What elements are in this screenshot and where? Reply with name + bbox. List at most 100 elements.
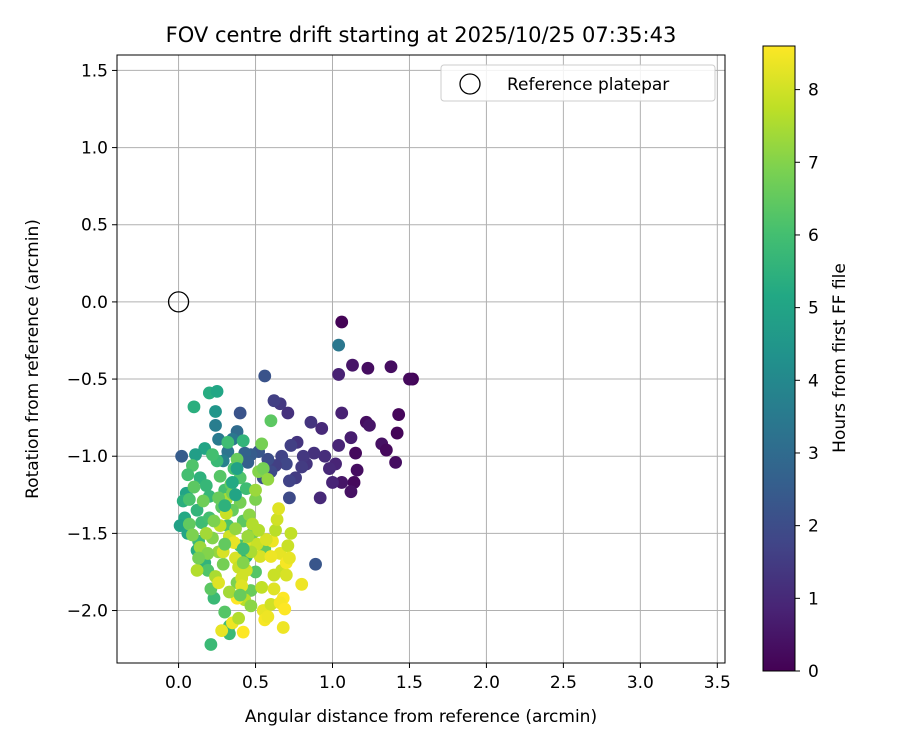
x-tick-label: 2.5 [550, 673, 577, 693]
data-point [249, 483, 262, 497]
data-point [221, 435, 235, 449]
data-point [267, 568, 281, 582]
data-point [332, 439, 346, 452]
y-tick-label: 1.0 [81, 139, 108, 159]
data-point [267, 394, 281, 408]
data-point [215, 624, 229, 637]
data-point [282, 551, 296, 565]
data-point [279, 457, 293, 471]
data-point [210, 385, 224, 398]
data-point [281, 539, 295, 553]
data-point [278, 602, 292, 616]
legend-reference-marker-icon [459, 73, 481, 95]
data-point [335, 315, 349, 329]
data-point [279, 568, 293, 582]
data-point [284, 526, 298, 540]
data-point [313, 491, 327, 505]
data-point [344, 431, 358, 445]
data-point [332, 368, 346, 381]
x-tick-label: 3.5 [704, 673, 731, 693]
data-point [199, 526, 213, 540]
legend-label: Reference platepar [507, 75, 669, 95]
data-point [363, 418, 376, 432]
data-point [213, 469, 227, 483]
data-point [196, 494, 210, 508]
data-point [261, 472, 275, 486]
x-tick-label: 1.5 [396, 673, 423, 693]
colorbar-label: Hours from first FF file [830, 263, 850, 453]
data-point [218, 605, 232, 619]
data-point [212, 576, 225, 590]
data-point [236, 556, 250, 570]
colorbar-gradient [762, 45, 796, 672]
data-point [350, 463, 364, 477]
data-point [222, 585, 236, 599]
reference-platepar-marker [167, 291, 190, 313]
data-point [390, 426, 404, 440]
data-point [232, 611, 246, 625]
colorbar: 0 1 2 3 4 5 6 7 8 Hours from first FF file [762, 45, 850, 682]
data-point [389, 455, 403, 469]
data-point [384, 360, 398, 374]
data-point [255, 580, 269, 594]
data-point [264, 550, 278, 563]
x-tick-label: 0.5 [242, 673, 269, 693]
data-point [236, 625, 250, 639]
chart-title: FOV centre drift starting at 2025/10/25 … [166, 23, 677, 47]
data-point [199, 479, 213, 492]
data-point [189, 448, 202, 462]
data-point [379, 443, 393, 457]
data-point [182, 517, 196, 531]
data-point [323, 462, 336, 475]
axis-ticks: 0.0 0.5 1.0 1.5 2.0 2.5 3.0 3.5 1.5 1.0 0.5 0.0 −0.5… [67, 61, 731, 693]
data-point [230, 452, 244, 466]
data-point [186, 528, 199, 542]
data-point [207, 514, 221, 528]
data-point [241, 455, 255, 469]
data-point [261, 610, 275, 624]
colorbar-tick-label: 3 [808, 444, 819, 464]
colorbar-tick-label: 2 [808, 517, 819, 537]
data-point [182, 493, 196, 506]
data-point [209, 418, 222, 432]
x-tick-label: 1.0 [319, 673, 346, 693]
data-point [276, 621, 290, 634]
colorbar-tick-label: 1 [808, 589, 819, 609]
data-point [335, 406, 349, 420]
legend: Reference platepar [440, 64, 716, 102]
reference-marker-layer [167, 291, 190, 313]
data-point [304, 415, 318, 429]
data-point [249, 493, 262, 506]
data-point [236, 542, 250, 556]
data-point [230, 462, 244, 475]
data-point [281, 406, 295, 420]
data-point [296, 449, 310, 463]
data-point [187, 400, 201, 414]
data-point [295, 460, 309, 474]
colorbar-tick-label: 6 [808, 226, 819, 246]
data-point [295, 577, 309, 591]
data-point [344, 485, 358, 499]
data-point [284, 439, 298, 452]
data-point [190, 503, 204, 517]
data-point [190, 564, 204, 577]
y-tick-label: −2.0 [67, 602, 108, 622]
x-axis-label: Angular distance from reference (arcmin) [245, 707, 597, 727]
data-point [392, 408, 406, 421]
data-point [349, 446, 362, 460]
y-tick-label: −0.5 [67, 370, 108, 390]
y-tick-label: 0.0 [81, 293, 108, 313]
data-point [267, 582, 281, 596]
data-point [241, 530, 255, 543]
data-point [403, 372, 416, 386]
legend-box [440, 64, 716, 102]
data-point [272, 502, 286, 516]
data-point [229, 522, 242, 536]
data-point [218, 499, 232, 512]
x-tick-label: 0.0 [165, 673, 192, 693]
data-point [209, 405, 222, 418]
data-point [332, 338, 346, 352]
data-point [315, 422, 329, 435]
data-point [229, 488, 242, 502]
